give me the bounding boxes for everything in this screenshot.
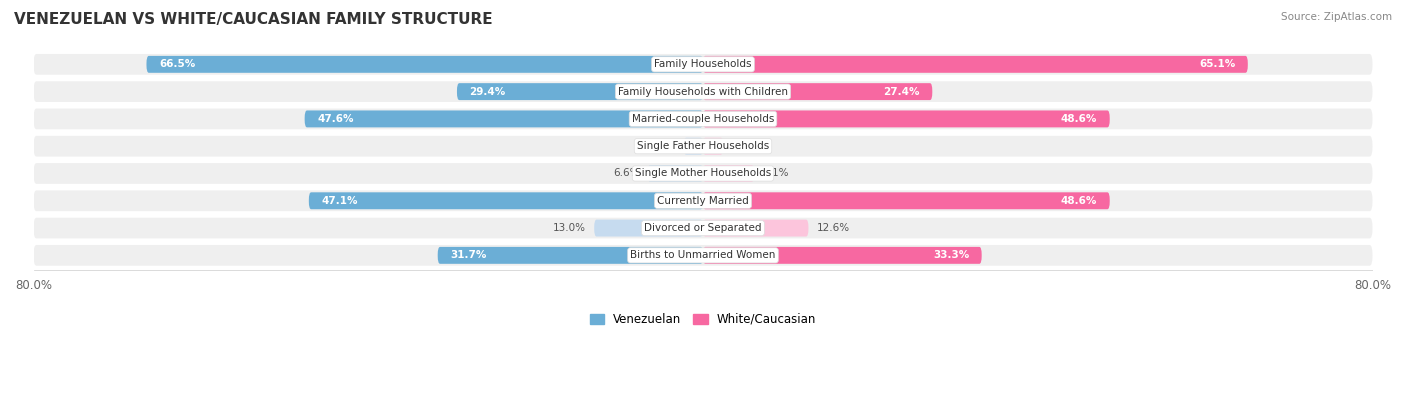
FancyBboxPatch shape [34, 136, 1372, 156]
Text: 47.6%: 47.6% [318, 114, 354, 124]
Text: 29.4%: 29.4% [470, 87, 506, 97]
Text: Births to Unmarried Women: Births to Unmarried Women [630, 250, 776, 260]
Text: 2.3%: 2.3% [650, 141, 675, 151]
FancyBboxPatch shape [34, 81, 1372, 102]
Text: Family Households with Children: Family Households with Children [619, 87, 787, 97]
Text: 66.5%: 66.5% [159, 59, 195, 70]
Text: 48.6%: 48.6% [1060, 114, 1097, 124]
Text: 31.7%: 31.7% [450, 250, 486, 260]
Text: 27.4%: 27.4% [883, 87, 920, 97]
FancyBboxPatch shape [595, 220, 703, 237]
Text: Divorced or Separated: Divorced or Separated [644, 223, 762, 233]
FancyBboxPatch shape [437, 247, 703, 264]
Text: 2.4%: 2.4% [731, 141, 758, 151]
Text: Currently Married: Currently Married [657, 196, 749, 206]
FancyBboxPatch shape [703, 165, 754, 182]
FancyBboxPatch shape [683, 138, 703, 155]
FancyBboxPatch shape [457, 83, 703, 100]
FancyBboxPatch shape [146, 56, 703, 73]
FancyBboxPatch shape [703, 138, 723, 155]
FancyBboxPatch shape [34, 54, 1372, 75]
Legend: Venezuelan, White/Caucasian: Venezuelan, White/Caucasian [585, 308, 821, 331]
Text: 13.0%: 13.0% [553, 223, 586, 233]
FancyBboxPatch shape [34, 245, 1372, 266]
FancyBboxPatch shape [305, 111, 703, 127]
FancyBboxPatch shape [703, 111, 1109, 127]
Text: 6.1%: 6.1% [762, 169, 789, 179]
FancyBboxPatch shape [703, 192, 1109, 209]
FancyBboxPatch shape [648, 165, 703, 182]
Text: 12.6%: 12.6% [817, 223, 851, 233]
FancyBboxPatch shape [703, 247, 981, 264]
FancyBboxPatch shape [34, 190, 1372, 211]
FancyBboxPatch shape [309, 192, 703, 209]
FancyBboxPatch shape [34, 218, 1372, 239]
Text: Source: ZipAtlas.com: Source: ZipAtlas.com [1281, 12, 1392, 22]
Text: 65.1%: 65.1% [1199, 59, 1236, 70]
FancyBboxPatch shape [703, 56, 1247, 73]
FancyBboxPatch shape [34, 109, 1372, 129]
Text: Single Mother Households: Single Mother Households [636, 169, 770, 179]
FancyBboxPatch shape [34, 163, 1372, 184]
Text: 33.3%: 33.3% [932, 250, 969, 260]
Text: Family Households: Family Households [654, 59, 752, 70]
FancyBboxPatch shape [703, 83, 932, 100]
Text: 6.6%: 6.6% [613, 169, 640, 179]
Text: Married-couple Households: Married-couple Households [631, 114, 775, 124]
Text: Single Father Households: Single Father Households [637, 141, 769, 151]
Text: VENEZUELAN VS WHITE/CAUCASIAN FAMILY STRUCTURE: VENEZUELAN VS WHITE/CAUCASIAN FAMILY STR… [14, 12, 492, 27]
Text: 47.1%: 47.1% [322, 196, 359, 206]
Text: 48.6%: 48.6% [1060, 196, 1097, 206]
FancyBboxPatch shape [703, 220, 808, 237]
